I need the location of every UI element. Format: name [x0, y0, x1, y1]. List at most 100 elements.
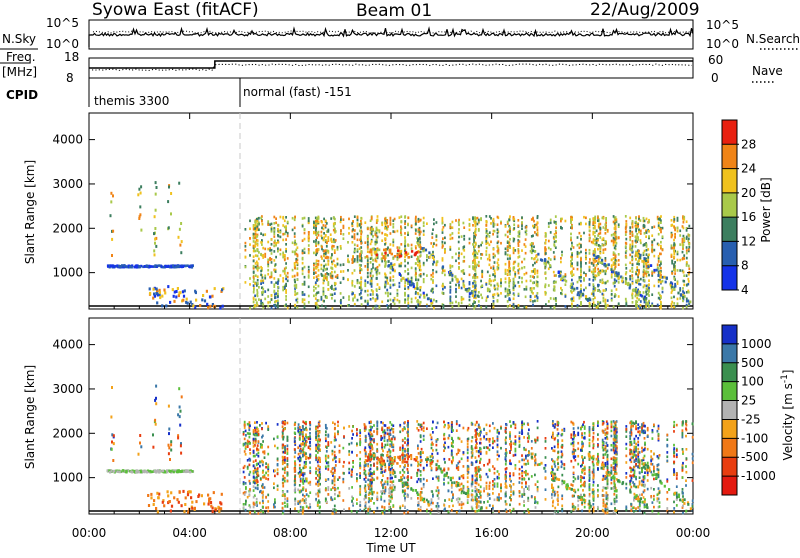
data-point [689, 301, 691, 304]
data-point [580, 291, 582, 294]
data-point [477, 276, 479, 279]
data-point [629, 226, 631, 229]
data-point [417, 256, 419, 259]
data-point [430, 455, 432, 458]
data-point [643, 257, 645, 260]
data-point [150, 493, 152, 496]
data-point [518, 293, 520, 296]
data-point [683, 280, 685, 283]
data-point [269, 276, 271, 279]
data-point [144, 265, 146, 268]
data-point [419, 266, 421, 269]
data-point [371, 228, 373, 231]
data-point [287, 422, 289, 425]
data-point [275, 217, 277, 220]
data-point [679, 243, 681, 246]
data-point [524, 258, 526, 261]
data-point [404, 284, 406, 287]
data-point [210, 505, 212, 508]
colorbar-swatch [722, 241, 737, 266]
data-point [432, 279, 434, 282]
data-point [285, 303, 287, 306]
data-point [267, 305, 269, 308]
data-point [373, 471, 375, 474]
data-point [302, 283, 304, 286]
data-point [316, 236, 318, 239]
data-point [367, 275, 369, 278]
data-point [474, 216, 476, 219]
data-point [415, 276, 417, 279]
data-point [316, 217, 318, 220]
data-point [679, 234, 681, 237]
data-point [423, 296, 425, 299]
data-point [152, 433, 154, 436]
data-point [333, 229, 335, 232]
data-point [585, 287, 587, 290]
data-point [308, 266, 310, 269]
data-point [521, 224, 523, 227]
data-point [636, 266, 638, 269]
data-point [219, 307, 221, 310]
data-point [594, 297, 596, 300]
data-point [377, 219, 379, 222]
data-point [386, 289, 388, 292]
data-point [548, 257, 550, 260]
data-point [425, 249, 427, 252]
data-point [475, 305, 477, 308]
colorbar-swatch [722, 120, 737, 145]
data-point [261, 446, 263, 449]
data-point [555, 300, 557, 303]
data-point [282, 425, 284, 428]
data-point [332, 294, 334, 297]
data-point [594, 287, 596, 290]
data-point [455, 253, 457, 256]
data-point [551, 484, 553, 487]
data-point [451, 491, 453, 494]
data-point [469, 304, 471, 307]
data-point [248, 473, 250, 476]
data-point [589, 278, 591, 281]
data-point [463, 260, 465, 263]
data-point [182, 490, 184, 493]
data-point [638, 271, 640, 274]
data-point [382, 474, 384, 477]
data-point [648, 305, 650, 308]
data-point [384, 286, 386, 289]
data-point [671, 255, 673, 258]
data-point [442, 265, 444, 268]
data-point [390, 284, 392, 287]
data-point [371, 277, 373, 280]
data-point [245, 266, 247, 269]
data-point [545, 248, 547, 251]
data-point [381, 252, 383, 255]
data-point [333, 241, 335, 244]
data-point [327, 250, 329, 253]
data-point [577, 264, 579, 267]
data-point [518, 306, 520, 309]
data-point [461, 299, 463, 302]
data-point [686, 252, 688, 255]
data-point [545, 242, 547, 245]
data-point [384, 222, 386, 225]
data-point [316, 260, 318, 263]
data-point [467, 476, 469, 479]
data-point [399, 424, 401, 427]
data-point [334, 292, 336, 295]
data-point [169, 470, 171, 473]
data-point [660, 267, 662, 270]
data-point [635, 217, 637, 220]
data-point [532, 249, 534, 252]
data-point [273, 487, 275, 490]
data-point [155, 245, 157, 248]
data-point [458, 221, 460, 224]
data-point [682, 476, 684, 479]
data-point [420, 247, 422, 250]
data-point [660, 228, 662, 231]
data-point [607, 454, 609, 457]
data-point [548, 240, 550, 243]
data-point [472, 294, 474, 297]
data-point [188, 490, 190, 493]
data-point [321, 274, 323, 277]
data-point [372, 307, 374, 310]
data-point [181, 395, 183, 398]
